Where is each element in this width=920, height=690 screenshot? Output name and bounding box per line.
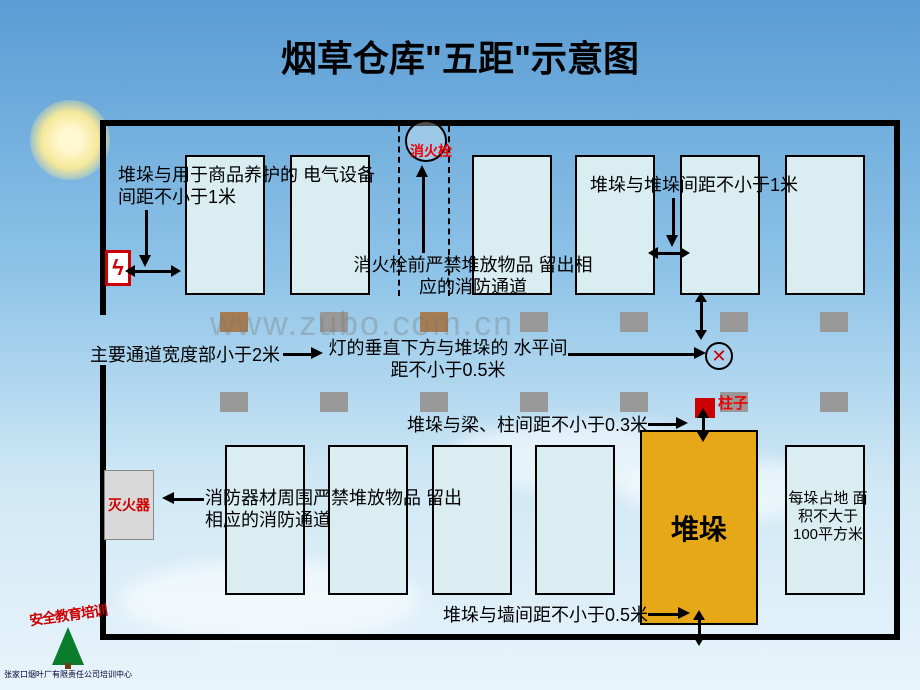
annotation: 每垛占地 面积不大于 100平方米 [788, 490, 868, 544]
beam-block [720, 312, 748, 332]
beam-block [520, 392, 548, 412]
watermark: www.zubo.com.cn [210, 305, 514, 344]
arrow [648, 613, 680, 616]
arrow [145, 210, 148, 258]
beam-block [820, 392, 848, 412]
double-arrow [702, 418, 705, 432]
beam-block [820, 312, 848, 332]
arrow [283, 353, 313, 356]
arrow-head [678, 607, 690, 619]
arrow [648, 423, 678, 426]
arrow [568, 353, 696, 356]
double-arrow [135, 270, 171, 273]
beam-block [320, 392, 348, 412]
arrow-head [416, 165, 428, 177]
light-icon: ✕ [705, 342, 733, 370]
arrow [172, 498, 204, 501]
page-title: 烟草仓库"五距"示意图 [0, 30, 920, 82]
arrow [422, 175, 425, 253]
hydrant-label: 消火栓 [410, 143, 452, 160]
double-arrow [658, 252, 680, 255]
annotation: 消火栓前严禁堆放物品 留出相应的消防通道 [348, 255, 598, 298]
double-arrow [700, 302, 703, 330]
stack [535, 445, 615, 595]
annotation: 堆垛与用于商品养护的 电气设备间距不小于1米 [118, 165, 378, 208]
annotation: 堆垛与梁、柱间距不小于0.3米 [328, 415, 648, 437]
arrow-head [311, 347, 323, 359]
extinguisher-icon: 灭火器 [104, 470, 154, 540]
pillar-label: 柱子 [718, 395, 748, 413]
arrow-head [139, 255, 151, 267]
arrow-head [666, 235, 678, 247]
logo: 安全教育培训 张家口烟叶厂有限责任公司培训中心 [4, 605, 132, 680]
beam-block [620, 392, 648, 412]
arrow-head [694, 347, 706, 359]
beam-block [420, 392, 448, 412]
beam-block [220, 392, 248, 412]
arrow [672, 198, 675, 238]
pile-icon: 堆垛 [640, 430, 758, 625]
arrow-head [676, 417, 688, 429]
beam-block [520, 312, 548, 332]
annotation: 消防器材周围严禁堆放物品 留出相应的消防通道 [205, 488, 465, 531]
double-arrow [698, 620, 701, 636]
annotation: 堆垛与墙间距不小于0.5米 [348, 605, 648, 627]
annotation: 堆垛与堆垛间距不小于1米 [590, 175, 890, 197]
arrow-head [162, 492, 174, 504]
beam-block [620, 312, 648, 332]
sun-graphic [30, 100, 110, 180]
annotation: 灯的垂直下方与堆垛的 水平间距不小于0.5米 [328, 338, 568, 381]
